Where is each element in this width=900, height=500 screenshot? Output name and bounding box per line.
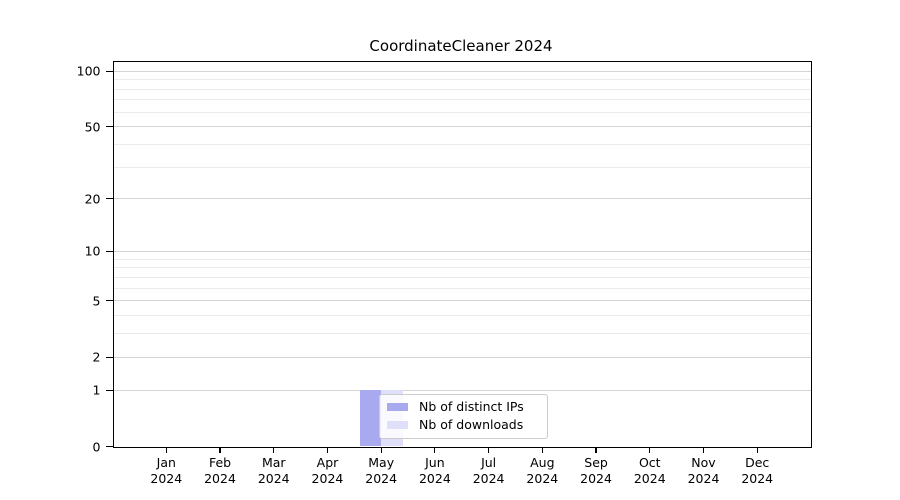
- y-axis-tick: [106, 445, 113, 448]
- x-axis-tick: [702, 446, 705, 453]
- y-tick-label: 20: [84, 191, 101, 207]
- x-tick-label: Jun 2024: [418, 455, 451, 486]
- major-gridline: [113, 389, 811, 391]
- major-gridline: [113, 198, 811, 200]
- plot-area: Nb of distinct IPs Nb of downloads 0 1 2 5 1…: [77, 61, 812, 486]
- x-tick-label: May 2024: [365, 455, 398, 486]
- minor-gridline: [113, 333, 811, 335]
- y-axis-tick: [106, 356, 113, 358]
- chart-title: CoordinateCleaner 2024: [369, 37, 553, 55]
- y-tick-label: 1: [92, 382, 101, 398]
- legend-label-distinct-ips: Nb of distinct IPs: [419, 399, 524, 414]
- minor-gridline: [113, 111, 811, 113]
- x-tick-label: Sep 2024: [580, 455, 612, 486]
- legend-label-downloads: Nb of downloads: [419, 417, 524, 432]
- y-tick-label: 100: [76, 63, 101, 79]
- x-axis-tick: [488, 446, 490, 453]
- x-axis-tick: [434, 446, 436, 453]
- legend-swatch-distinct-ips: [387, 402, 408, 412]
- y-tick-label: 0: [92, 439, 101, 454]
- minor-gridline: [113, 258, 811, 260]
- y-tick-label: 5: [92, 293, 101, 309]
- minor-gridline: [113, 315, 811, 317]
- x-axis-tick: [380, 446, 382, 453]
- x-tick-label: Apr 2024: [311, 455, 344, 486]
- x-tick-label: Aug 2024: [526, 455, 559, 486]
- y-tick-label: 10: [84, 243, 101, 259]
- x-axis-tick: [326, 446, 329, 453]
- minor-gridline: [113, 79, 811, 81]
- major-gridline: [113, 300, 811, 302]
- y-axis-tick: [106, 389, 113, 391]
- x-axis-tick: [541, 446, 543, 453]
- x-axis-tick: [219, 446, 221, 453]
- x-tick-label: Mar 2024: [257, 455, 290, 486]
- x-axis-tick: [165, 446, 167, 453]
- y-axis-tick: [106, 250, 113, 253]
- y-axis-tick: [106, 198, 113, 200]
- legend: Nb of distinct IPs Nb of downloads: [379, 393, 548, 439]
- x-axis-tick: [273, 446, 275, 453]
- legend-item-distinct-ips: Nb of distinct IPs: [387, 398, 547, 416]
- x-tick-label: Jan 2024: [150, 455, 183, 486]
- y-tick-label: 2: [92, 349, 101, 365]
- x-tick-label: Jul 2024: [472, 455, 505, 486]
- minor-gridline: [113, 99, 811, 101]
- y-tick-label: 50: [84, 119, 101, 135]
- major-gridline: [113, 126, 811, 128]
- y-axis-tick: [106, 126, 113, 128]
- x-axis-tick: [649, 446, 651, 453]
- major-gridline: [113, 250, 811, 252]
- bar-distinct-ips: [359, 390, 382, 447]
- major-gridline: [113, 356, 811, 358]
- x-tick-label: Feb 2024: [204, 455, 236, 486]
- major-gridline: [113, 70, 811, 72]
- x-tick-label: Oct 2024: [633, 455, 666, 486]
- x-axis-tick: [595, 446, 597, 453]
- y-axis-tick: [106, 70, 113, 72]
- minor-gridline: [113, 143, 811, 145]
- x-tick-label: Nov 2024: [687, 455, 720, 486]
- x-axis-tick: [756, 446, 758, 453]
- legend-swatch-downloads: [387, 420, 408, 430]
- y-axis-tick: [106, 300, 113, 302]
- minor-gridline: [113, 287, 811, 289]
- x-tick-label: Dec 2024: [741, 455, 774, 486]
- minor-gridline: [113, 276, 811, 278]
- minor-gridline: [113, 267, 811, 269]
- minor-gridline: [113, 88, 811, 90]
- minor-gridline: [113, 166, 811, 168]
- legend-item-downloads: Nb of downloads: [387, 416, 547, 434]
